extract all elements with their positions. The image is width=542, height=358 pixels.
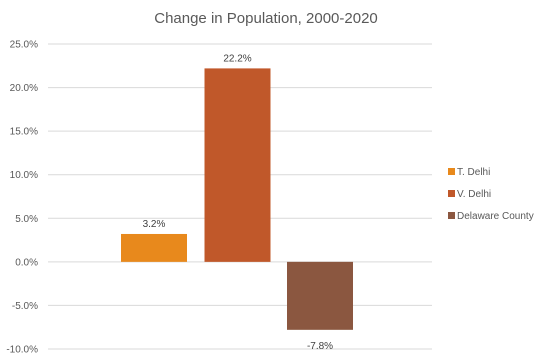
y-tick-label: 0.0%	[15, 257, 38, 268]
y-tick-label: 15.0%	[10, 127, 38, 138]
legend[interactable]: T. Delhi V. Delhi Delaware County	[448, 167, 534, 222]
bar[interactable]	[121, 233, 187, 262]
legend-label: V. Delhi	[457, 189, 491, 200]
chart-title: Change in Population, 2000-2020	[154, 10, 378, 27]
y-tick-label: -10.0%	[6, 345, 38, 356]
legend-label: T. Delhi	[457, 167, 490, 178]
data-label: 3.2%	[143, 219, 166, 230]
data-labels: 3.2% 22.2% -7.8%	[143, 53, 334, 351]
bar[interactable]	[287, 261, 353, 330]
y-tick-label: -5.0%	[12, 301, 38, 312]
y-tick-label: 25.0%	[10, 40, 38, 51]
bars	[121, 68, 353, 330]
bar[interactable]	[204, 68, 271, 262]
legend-label: Delaware County	[457, 211, 534, 222]
legend-swatch	[448, 212, 455, 219]
legend-swatch	[448, 168, 455, 175]
y-axis: 25.0% 20.0% 15.0% 10.0% 5.0% 0.0% -5.0% -10.0%	[6, 40, 38, 356]
y-tick-label: 20.0%	[10, 83, 38, 94]
y-tick-label: 10.0%	[10, 170, 38, 181]
y-tick-label: 5.0%	[15, 214, 38, 225]
data-label: 22.2%	[223, 53, 251, 64]
legend-swatch	[448, 190, 455, 197]
data-label: -7.8%	[307, 341, 333, 352]
